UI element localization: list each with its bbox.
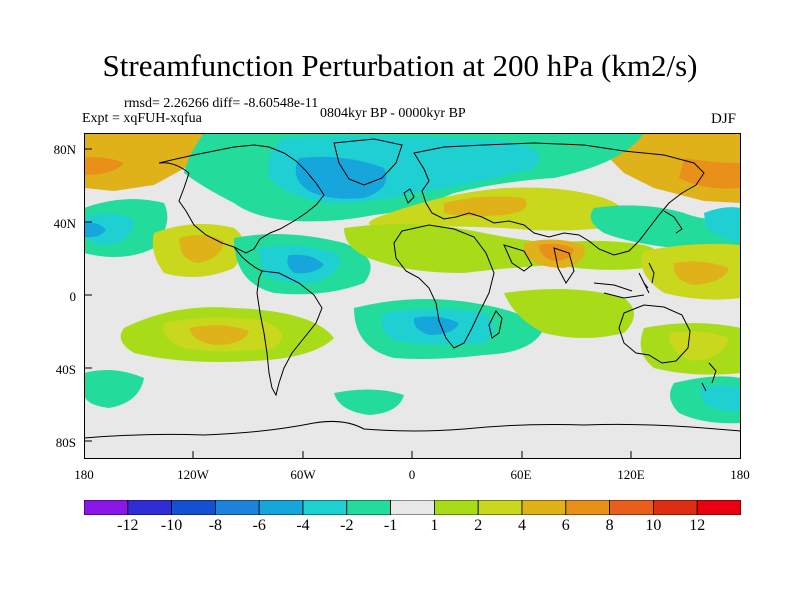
contour-region xyxy=(84,157,124,175)
colorbar-swatch xyxy=(258,500,304,515)
coastline-japan xyxy=(663,210,683,234)
contour-region xyxy=(179,235,224,263)
colorbar-swatch xyxy=(346,500,391,515)
contour-region xyxy=(84,222,106,238)
colorbar-swatch xyxy=(609,500,654,515)
coastline-british-isles xyxy=(403,188,415,204)
colorbar-label: -1 xyxy=(383,517,398,534)
lon-label-60e: 60E xyxy=(510,467,532,482)
colorbar-label: -6 xyxy=(252,517,266,534)
contour-region xyxy=(84,369,144,408)
contour-region xyxy=(84,133,214,191)
colorbar-label: 10 xyxy=(645,517,662,534)
coastline-antarctica xyxy=(84,421,741,439)
colorbar-label: 8 xyxy=(605,517,614,534)
season-label: DJF xyxy=(711,111,737,127)
coastline-south-america xyxy=(256,270,323,397)
lon-label-120w: 120W xyxy=(177,467,209,482)
map-title: Streamfunction Perturbation at 200 hPa (… xyxy=(102,48,698,83)
lon-label-180e: 180 xyxy=(730,467,750,482)
colorbar-swatch xyxy=(521,500,567,515)
lon-label-60w: 60W xyxy=(290,467,316,482)
lon-label-180w: 180 xyxy=(74,467,94,482)
contour-region xyxy=(287,254,324,274)
colorbar-label: -2 xyxy=(340,517,354,534)
contour-region xyxy=(669,331,729,361)
lat-label-0: 0 xyxy=(69,289,77,304)
lat-label-80s: 80S xyxy=(55,435,76,450)
contour-region xyxy=(413,316,459,335)
coastline-north-america xyxy=(158,144,325,254)
lat-label-40n: 40N xyxy=(53,216,76,231)
colorbar-label: 6 xyxy=(561,517,570,534)
colorbar-label: 2 xyxy=(474,517,483,534)
colorbar-swatch xyxy=(84,500,129,515)
colorbar-swatch xyxy=(214,500,260,515)
colorbar-label: -12 xyxy=(117,517,139,534)
colorbar-label: -10 xyxy=(160,517,183,534)
period-label: 0804kyr BP - 0000kyr BP xyxy=(320,106,466,121)
coastline-central-america xyxy=(233,246,263,272)
contour-region xyxy=(334,389,404,415)
contour-region xyxy=(699,385,741,412)
coastline-madagascar xyxy=(488,310,503,339)
colorbar-label: 1 xyxy=(430,517,439,534)
contour-region xyxy=(504,289,634,338)
stats-line: rmsd= 2.26266 diff= -8.60548e-11 xyxy=(124,96,319,111)
colorbar-swatch xyxy=(302,500,348,515)
colorbar-label: 4 xyxy=(518,517,526,534)
lon-label-0: 0 xyxy=(408,467,416,482)
colorbar-swatch xyxy=(433,500,479,515)
coastline-philippines xyxy=(643,262,655,289)
lon-label-120e: 120E xyxy=(617,467,645,482)
contour-region xyxy=(679,158,741,189)
coastlines xyxy=(84,138,741,439)
colorbar-swatch xyxy=(127,500,172,515)
colorbar-label: 12 xyxy=(689,517,706,534)
streamfunction-map xyxy=(84,133,741,459)
colorbar-swatch xyxy=(477,500,523,515)
colorbar-label: -4 xyxy=(296,517,310,534)
coastline-new-zealand xyxy=(701,362,717,392)
colorbar-label: -8 xyxy=(208,517,223,534)
contour-region xyxy=(539,243,574,261)
contour-region xyxy=(704,207,741,243)
lat-label-80n: 80N xyxy=(53,142,76,157)
contour-region xyxy=(84,213,134,245)
coastline-australia xyxy=(618,304,691,364)
contour-region xyxy=(444,196,527,217)
contour-region xyxy=(189,325,249,345)
colorbar-swatch xyxy=(565,500,610,515)
colorbar-swatch xyxy=(171,500,216,515)
coastline-eurasia xyxy=(413,142,705,256)
colorbar-swatch xyxy=(390,500,435,515)
colorbar xyxy=(84,500,741,515)
colorbar-swatch xyxy=(696,500,741,515)
coastline-greenland xyxy=(333,138,403,186)
colorbar-swatch xyxy=(653,500,698,515)
coastline-arabia-india xyxy=(503,244,575,284)
lat-label-40s: 40S xyxy=(55,362,76,377)
contour-region xyxy=(673,261,729,285)
contour-region xyxy=(295,156,387,199)
map-ticks xyxy=(84,148,741,459)
experiment-label: Expt = xqFUH-xqfua xyxy=(82,111,202,126)
coastline-africa xyxy=(393,224,495,349)
